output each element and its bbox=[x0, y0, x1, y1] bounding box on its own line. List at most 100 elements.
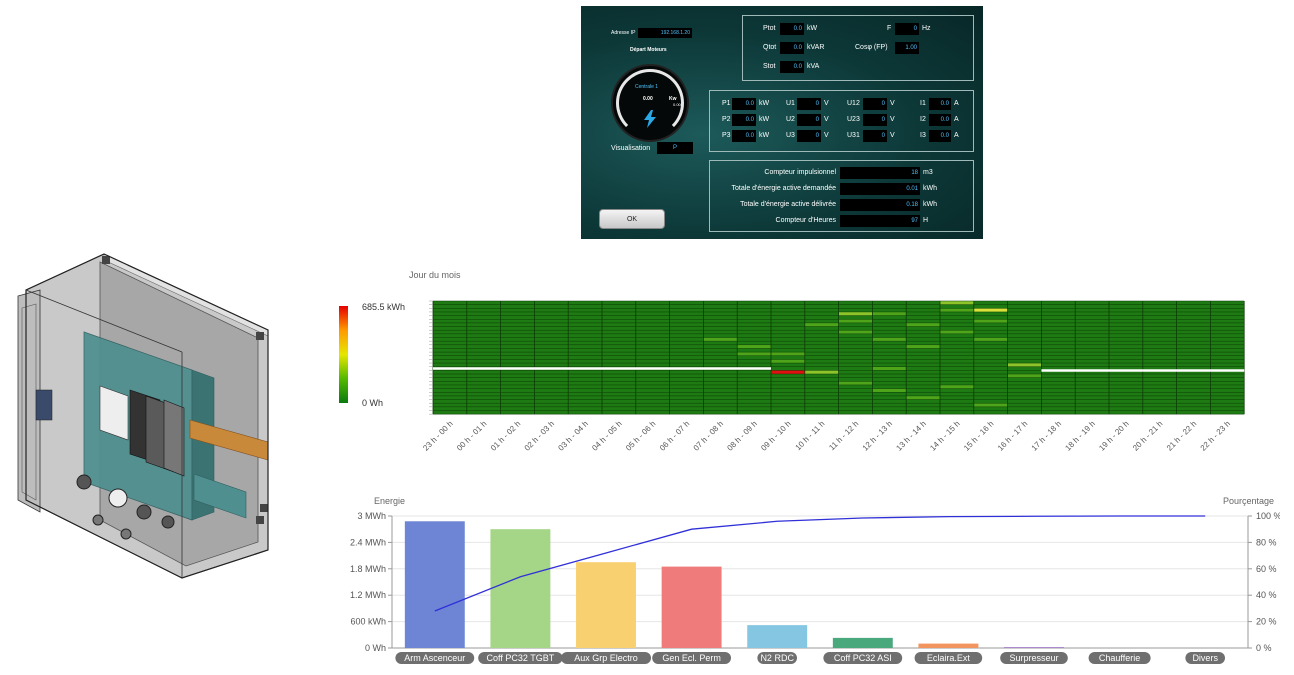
bar[interactable] bbox=[490, 529, 551, 648]
cosphi-label: Cosφ (FP) bbox=[855, 44, 888, 51]
heatmap-hour-label: 11 h - 12 h bbox=[827, 419, 860, 452]
phase-value: 0.0 bbox=[732, 98, 756, 110]
heatmap-cell bbox=[940, 301, 974, 305]
heatmap-hour-label: 07 h - 08 h bbox=[692, 419, 725, 452]
legend-min-label: 0 Wh bbox=[362, 398, 384, 408]
heatmap-hour-label: 18 h - 19 h bbox=[1063, 419, 1096, 452]
heatmap-cell bbox=[940, 384, 974, 389]
y-tick-label: 3 MWh bbox=[357, 511, 386, 521]
measurement-panel: Adresse IP 192.168.1.20 Départ Moteurs C… bbox=[581, 6, 983, 239]
phase-value: 0 bbox=[797, 98, 821, 110]
phase-value: 0 bbox=[863, 130, 887, 142]
heatmap-cell bbox=[737, 352, 771, 356]
qtot-value: 0.0 bbox=[780, 42, 804, 54]
bar[interactable] bbox=[576, 562, 636, 648]
y2-tick-label: 20 % bbox=[1256, 617, 1277, 627]
heatmap-hour-label: 21 h - 22 h bbox=[1165, 419, 1198, 452]
heatmap-cell bbox=[906, 344, 940, 349]
cumulative-line[interactable] bbox=[434, 515, 1206, 612]
phase-unit: V bbox=[890, 100, 895, 107]
bar[interactable] bbox=[832, 637, 893, 648]
counter-unit: m3 bbox=[923, 169, 933, 176]
counter-label: Compteur impulsionnel bbox=[764, 169, 836, 176]
bar[interactable] bbox=[661, 566, 722, 648]
phase-label: U23 bbox=[847, 116, 860, 123]
heatmap-cell bbox=[973, 337, 1008, 342]
category-label: Aux Grp Electro bbox=[574, 653, 638, 663]
bar[interactable] bbox=[404, 521, 465, 648]
cosphi-value: 1.00 bbox=[895, 42, 919, 54]
y-tick-label: 600 kWh bbox=[350, 617, 386, 627]
phase-value: 0.0 bbox=[929, 130, 951, 142]
energy-heatmap[interactable]: 23 h - 00 h 00 h - 01 h 01 h - 02 h 02 h - … bbox=[400, 286, 1260, 466]
heatmap-title: Jour du mois bbox=[409, 270, 461, 280]
phase-value: 0 bbox=[863, 98, 887, 110]
heatmap-cell bbox=[804, 322, 839, 327]
heatmap-hour-label: 17 h - 18 h bbox=[1030, 419, 1063, 452]
heatmap-hour-label: 06 h - 07 h bbox=[658, 419, 691, 452]
heatmap-cell bbox=[838, 319, 873, 323]
heatmap-legend: 685.5 kWh 0 Wh bbox=[336, 302, 416, 412]
heatmap-hour-label: 02 h - 03 h bbox=[523, 419, 556, 452]
heatmap-cell bbox=[973, 308, 1008, 312]
visualisation-value[interactable]: P bbox=[657, 142, 693, 154]
phase-value: 0 bbox=[797, 130, 821, 142]
phase-unit: V bbox=[824, 116, 829, 123]
category-label: Surpresseur bbox=[1009, 653, 1058, 663]
heatmap-cell bbox=[940, 330, 974, 334]
heatmap-hour-label: 19 h - 20 h bbox=[1097, 419, 1130, 452]
legend-max-label: 685.5 kWh bbox=[362, 302, 406, 312]
heatmap-hour-label: 15 h - 16 h bbox=[962, 419, 995, 452]
heatmap-hour-label: 09 h - 10 h bbox=[759, 419, 792, 452]
heatmap-hour-label: 03 h - 04 h bbox=[556, 419, 589, 452]
category-label: Arm Ascenceur bbox=[404, 653, 465, 663]
phase-label: P3 bbox=[722, 132, 731, 139]
category-label-bg bbox=[914, 652, 983, 664]
y-tick-label: 0 Wh bbox=[365, 643, 386, 653]
counter-label: Compteur d'Heures bbox=[775, 217, 836, 224]
heatmap-hour-label: 22 h - 23 h bbox=[1199, 419, 1232, 452]
bar[interactable] bbox=[1004, 647, 1064, 648]
category-label: Eclaira.Ext bbox=[927, 653, 971, 663]
category-label: Gen Ecl. Perm bbox=[662, 653, 721, 663]
phase-value: 0.0 bbox=[732, 130, 756, 142]
phase-value: 0.0 bbox=[929, 114, 951, 126]
heatmap-hour-label: 12 h - 13 h bbox=[861, 419, 894, 452]
qtot-label: Qtot bbox=[763, 44, 777, 51]
y2-tick-label: 100 % bbox=[1256, 511, 1280, 521]
phase-label: I1 bbox=[920, 100, 926, 107]
phase-label: U3 bbox=[786, 132, 795, 139]
heatmap-cell bbox=[771, 352, 805, 356]
heatmap-hour-label: 23 h - 00 h bbox=[421, 419, 454, 452]
bar[interactable] bbox=[747, 625, 808, 648]
counter-unit: kWh bbox=[923, 201, 937, 208]
ok-button[interactable]: OK bbox=[599, 209, 665, 229]
category-label-bg bbox=[395, 652, 475, 664]
heatmap-cell bbox=[940, 308, 974, 312]
phase-label: P1 bbox=[722, 100, 731, 107]
heatmap-hour-label: 01 h - 02 h bbox=[489, 419, 522, 452]
heatmap-hour-label: 05 h - 06 h bbox=[624, 419, 657, 452]
heatmap-cell bbox=[872, 311, 907, 316]
counter-label: Totale d'énergie active demandée bbox=[731, 185, 836, 192]
counter-value: 18 bbox=[840, 167, 920, 179]
gauge-small: 0.00 bbox=[673, 102, 681, 107]
heatmap-hour-label: 00 h - 01 h bbox=[455, 419, 488, 452]
category-label-bg bbox=[561, 652, 651, 664]
y-tick-label: 1.8 MWh bbox=[350, 564, 386, 574]
y-tick-label: 2.4 MWh bbox=[350, 537, 386, 547]
y2-tick-label: 80 % bbox=[1256, 537, 1277, 547]
bar[interactable] bbox=[918, 643, 979, 648]
phase-label: I2 bbox=[920, 116, 926, 123]
visualisation-label: Visualisation bbox=[611, 145, 651, 152]
phase-unit: A bbox=[954, 116, 959, 123]
gauge-unit: Kw bbox=[669, 96, 677, 102]
y2-axis-title: Pourçentage bbox=[1223, 496, 1274, 506]
stot-unit: kVA bbox=[807, 63, 820, 70]
legend-color-scale bbox=[339, 306, 348, 403]
phase-label: U1 bbox=[786, 100, 795, 107]
ptot-unit: kW bbox=[807, 25, 818, 32]
heatmap-cell bbox=[1007, 363, 1042, 367]
phase-label: P2 bbox=[722, 116, 731, 123]
totals-frame bbox=[742, 15, 974, 81]
